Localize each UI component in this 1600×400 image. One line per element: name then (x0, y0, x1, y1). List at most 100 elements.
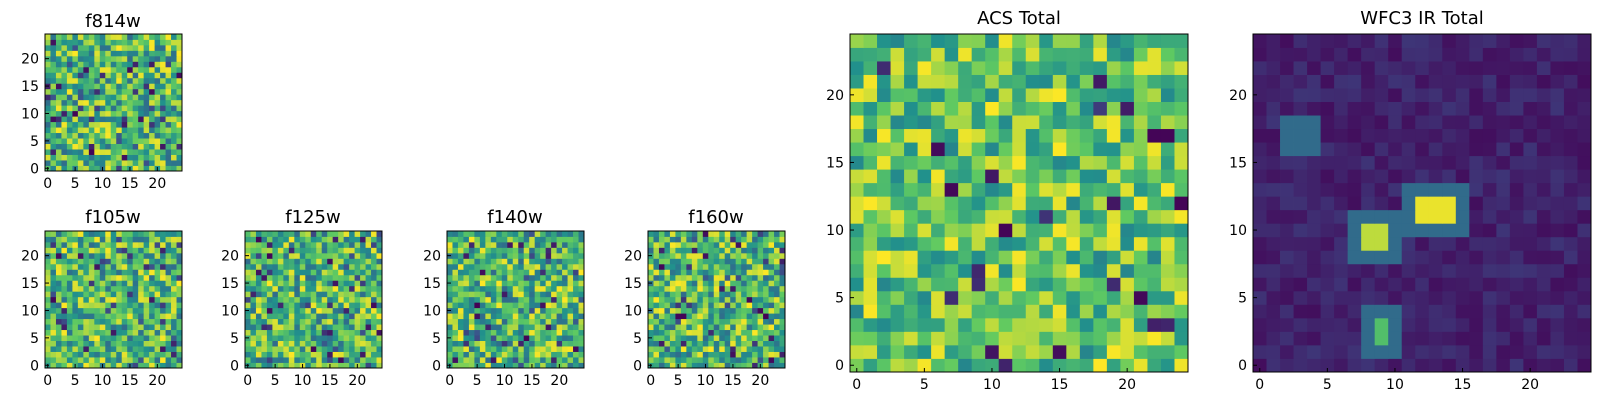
heatmap-cell (877, 155, 891, 170)
heatmap-cell (316, 307, 323, 314)
heatmap-cell (479, 307, 486, 314)
heatmap-cell (55, 346, 62, 352)
heatmap-cell (490, 335, 497, 341)
heatmap-cell (1347, 169, 1362, 184)
heatmap-cell (88, 61, 95, 68)
heatmap-cell (985, 142, 1000, 157)
heatmap-cell (83, 72, 90, 79)
heatmap-cell (94, 160, 101, 166)
heatmap-cell (266, 362, 273, 369)
heatmap-cell (127, 50, 134, 57)
heatmap-cell (534, 302, 541, 309)
heatmap-cell (138, 340, 145, 347)
heatmap-cell (518, 335, 525, 341)
heatmap-cell (507, 335, 514, 341)
heatmap-cell (850, 182, 864, 197)
heatmap-cell (971, 277, 986, 292)
plot-frame-f105w (44, 230, 183, 369)
heatmap-cell (1266, 304, 1281, 319)
heatmap-cell (664, 247, 671, 254)
heatmap-cell (752, 291, 758, 298)
heatmap-cell (863, 263, 878, 278)
heatmap-cell (768, 318, 775, 325)
heatmap-cell (1293, 277, 1308, 292)
heatmap-cell (1523, 47, 1538, 62)
heatmap-cell (890, 128, 905, 143)
heatmap-cell (1577, 101, 1592, 116)
heatmap-cell (72, 88, 79, 95)
heatmap-cell (245, 346, 251, 352)
heatmap-cell (121, 318, 128, 325)
heatmap-cell (863, 61, 878, 75)
heatmap-cell (1577, 331, 1592, 346)
heatmap-cell (127, 94, 134, 101)
heatmap-cell (149, 357, 155, 363)
heatmap-cell (540, 258, 547, 265)
heatmap-cell (691, 318, 698, 325)
heatmap-cell (349, 340, 355, 347)
heatmap-cell (447, 346, 453, 352)
heatmap-cell (850, 142, 864, 157)
heatmap-cell (1066, 155, 1081, 170)
heatmap-cell (523, 231, 530, 237)
heatmap-cell (110, 280, 117, 287)
heatmap-cell (1012, 155, 1027, 170)
heatmap-cell (165, 83, 172, 90)
heatmap-cell (66, 291, 73, 298)
heatmap-cell (658, 241, 665, 248)
heatmap-cell (1347, 223, 1362, 238)
heatmap-cell (299, 324, 306, 331)
heatmap-cell (1293, 182, 1308, 197)
heatmap-cell (165, 252, 172, 259)
heatmap-cell (1039, 331, 1054, 346)
heatmap-cell (110, 149, 117, 155)
heatmap-cell (299, 247, 306, 254)
heatmap-cell (479, 258, 486, 265)
heatmap-cell (83, 94, 90, 101)
heatmap-cell (294, 269, 301, 276)
heatmap-cell (1133, 263, 1148, 278)
y-tick-label: 0 (633, 358, 642, 374)
heatmap-cell (573, 324, 579, 331)
heatmap-cell (719, 247, 726, 254)
heatmap-cell (110, 263, 117, 270)
heatmap-cell (653, 318, 660, 325)
heatmap-cell (160, 94, 166, 101)
heatmap-cell (1012, 358, 1027, 373)
heatmap-cell (578, 269, 585, 276)
heatmap-cell (680, 307, 687, 314)
heatmap-cell (463, 252, 470, 259)
heatmap-cell (255, 313, 262, 320)
heatmap-cell (376, 313, 383, 320)
heatmap-cell (1388, 88, 1403, 102)
heatmap-cell (653, 252, 660, 259)
heatmap-cell (1280, 209, 1294, 224)
heatmap-cell (1079, 277, 1094, 292)
heatmap-cell (1469, 182, 1484, 197)
heatmap-cell (94, 165, 101, 172)
heatmap-cell (768, 346, 775, 352)
heatmap-cell (512, 318, 519, 325)
heatmap-cell (540, 236, 547, 243)
heatmap-cell (1079, 331, 1094, 346)
heatmap-cell (66, 346, 73, 352)
heatmap-cell (343, 340, 350, 347)
heatmap-cell (1093, 142, 1108, 157)
x-tick-label: 15 (121, 373, 139, 389)
heatmap-cell (1374, 331, 1389, 346)
heatmap-cell (116, 362, 123, 369)
heatmap-cell (971, 263, 986, 278)
heatmap-cell (757, 307, 764, 314)
heatmap-cell (160, 55, 166, 62)
heatmap-cell (121, 247, 128, 254)
heatmap-cell (105, 143, 112, 150)
heatmap-cell (310, 329, 317, 336)
heatmap-cell (66, 110, 73, 117)
heatmap-cell (299, 307, 306, 314)
heatmap-cell (534, 318, 541, 325)
heatmap-cell (245, 269, 251, 276)
heatmap-cell (132, 274, 139, 281)
x-tick-label: 15 (321, 373, 339, 389)
heatmap-cell (971, 317, 986, 332)
heatmap-cell (176, 165, 183, 172)
